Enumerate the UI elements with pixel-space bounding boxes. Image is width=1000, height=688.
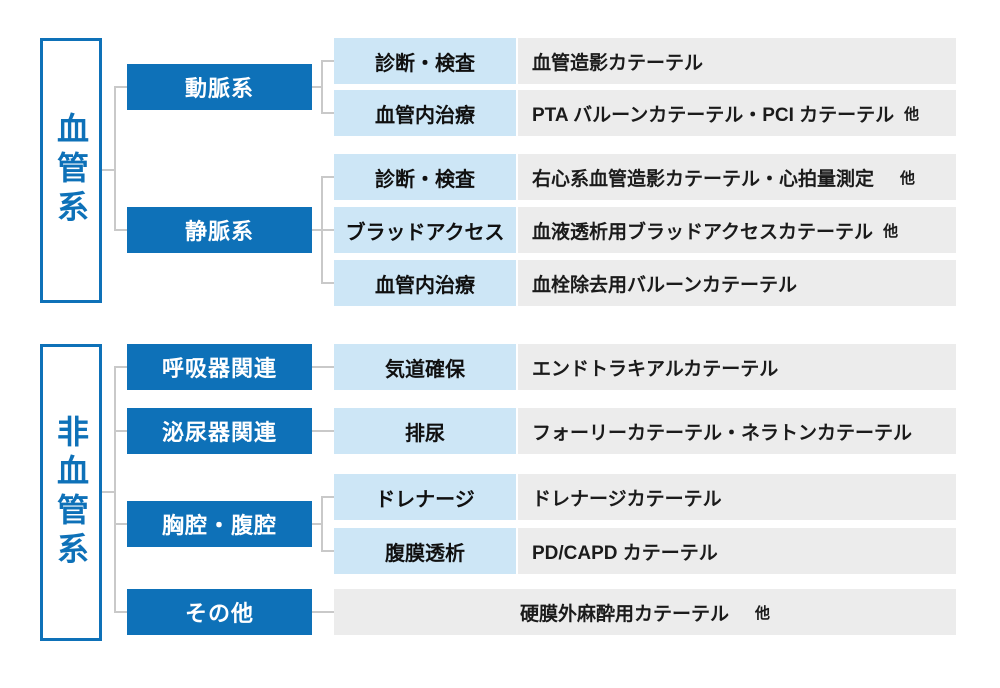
connector-line bbox=[321, 60, 323, 114]
category-box-diagnosis-arterial: 診断・検査 bbox=[334, 38, 516, 84]
branch-box-venous: 静脈系 bbox=[127, 207, 312, 253]
connector-line bbox=[321, 496, 323, 552]
category-box-diagnosis-venous: 診断・検査 bbox=[334, 154, 516, 200]
description-box-endotracheal: エンドトラキアルカテーテル bbox=[518, 344, 956, 390]
connector-line bbox=[100, 491, 116, 493]
category-box-peritoneal-dialysis: 腹膜透析 bbox=[334, 528, 516, 574]
connector-line bbox=[312, 366, 334, 368]
description-box-hemodialysis: 血液透析用ブラッドアクセスカテーテル 他 bbox=[518, 207, 956, 253]
description-text: フォーリーカテーテル・ネラトンカテーテル bbox=[532, 422, 913, 444]
connector-line bbox=[321, 112, 334, 114]
connector-line bbox=[312, 229, 334, 231]
connector-line bbox=[321, 176, 334, 178]
connector-line bbox=[312, 430, 334, 432]
branch-box-thoracic-abdominal: 胸腔・腹腔 bbox=[127, 501, 312, 547]
description-box-foley-nelaton: フォーリーカテーテル・ネラトンカテーテル bbox=[518, 408, 956, 454]
category-box-blood-access: ブラッドアクセス bbox=[334, 207, 516, 253]
connector-line bbox=[114, 86, 116, 231]
branch-box-arterial: 動脈系 bbox=[127, 64, 312, 110]
description-box-thrombectomy: 血栓除去用バルーンカテーテル bbox=[518, 260, 956, 306]
description-box-pd-capd: PD/CAPD カテーテル bbox=[518, 528, 956, 574]
connector-line bbox=[321, 60, 334, 62]
category-box-urination: 排尿 bbox=[334, 408, 516, 454]
branch-box-urinary: 泌尿器関連 bbox=[127, 408, 312, 454]
description-text: PTA バルーンカテーテル・PCI カテーテル bbox=[532, 104, 895, 126]
description-box-right-heart: 右心系血管造影カテーテル・心拍量測定 他 bbox=[518, 154, 956, 200]
description-box-angiography: 血管造影カテーテル bbox=[518, 38, 956, 84]
description-text: 血栓除去用バルーンカテーテル bbox=[532, 274, 798, 296]
group-label-vascular: 血管系 bbox=[53, 112, 89, 229]
connector-line bbox=[114, 611, 127, 613]
group-box-non-vascular: 非血管系 bbox=[40, 344, 102, 641]
description-note: 他 bbox=[883, 222, 899, 240]
group-label-non-vascular: 非血管系 bbox=[53, 414, 89, 571]
connector-line bbox=[114, 430, 127, 432]
category-box-drainage: ドレナージ bbox=[334, 474, 516, 520]
group-box-vascular: 血管系 bbox=[40, 38, 102, 303]
description-text: PD/CAPD カテーテル bbox=[532, 542, 718, 564]
branch-box-other: その他 bbox=[127, 589, 312, 635]
description-box-pta-pci: PTA バルーンカテーテル・PCI カテーテル 他 bbox=[518, 90, 956, 136]
description-note: 他 bbox=[904, 105, 920, 123]
connector-line bbox=[312, 86, 323, 88]
connector-line bbox=[321, 176, 323, 284]
description-box-drainage: ドレナージカテーテル bbox=[518, 474, 956, 520]
description-text: 硬膜外麻酔用カテーテル bbox=[519, 603, 729, 625]
description-box-epidural: 硬膜外麻酔用カテーテル 他 bbox=[334, 589, 956, 635]
connector-line bbox=[321, 496, 334, 498]
description-text: 右心系血管造影カテーテル・心拍量測定 bbox=[532, 168, 875, 190]
description-note: 他 bbox=[755, 604, 771, 622]
description-text: 血液透析用ブラッドアクセスカテーテル bbox=[532, 221, 874, 243]
connector-line bbox=[312, 523, 323, 525]
description-text: 血管造影カテーテル bbox=[532, 52, 704, 74]
connector-line bbox=[114, 86, 127, 88]
connector-line bbox=[312, 611, 334, 613]
connector-line bbox=[321, 550, 334, 552]
category-box-endovascular-arterial: 血管内治療 bbox=[334, 90, 516, 136]
description-note: 他 bbox=[900, 169, 916, 187]
category-box-airway: 気道確保 bbox=[334, 344, 516, 390]
branch-box-respiratory: 呼吸器関連 bbox=[127, 344, 312, 390]
connector-line bbox=[321, 282, 334, 284]
connector-line bbox=[114, 366, 127, 368]
description-text: ドレナージカテーテル bbox=[532, 488, 722, 510]
connector-line bbox=[114, 366, 116, 613]
connector-line bbox=[114, 229, 127, 231]
connector-line bbox=[114, 523, 127, 525]
description-text: エンドトラキアルカテーテル bbox=[532, 358, 779, 380]
connector-line bbox=[100, 169, 116, 171]
category-box-endovascular-venous: 血管内治療 bbox=[334, 260, 516, 306]
